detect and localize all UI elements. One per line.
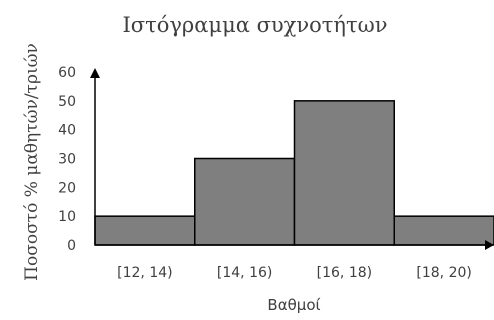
y-tick-label: 40 — [58, 123, 76, 139]
y-axis-label: Ποσοστό % μαθητών/τριών — [22, 43, 42, 281]
y-tick-label: 0 — [67, 238, 76, 254]
bars-group — [94, 100, 494, 246]
x-tick-label: [18, 20) — [416, 265, 471, 281]
y-tick-label: 10 — [58, 209, 76, 225]
y-tick-label: 20 — [58, 180, 76, 196]
bar-1 — [194, 157, 296, 246]
bar-3 — [393, 215, 494, 246]
x-axis-label: Βαθμοί — [267, 296, 320, 314]
bar-2 — [293, 100, 395, 246]
y-ticks-group: 0 10 20 30 40 50 60 — [58, 65, 76, 254]
bar-0 — [94, 215, 196, 246]
x-tick-label: [12, 14) — [117, 265, 172, 281]
x-tick-label: [14, 16) — [217, 265, 272, 281]
chart-title: Ιστόγραμμα συχνοτήτων — [122, 13, 387, 37]
x-axis-arrow — [485, 240, 494, 250]
y-tick-label: 50 — [58, 94, 76, 110]
x-ticks-group: [12, 14) [14, 16) [16, 18) [18, 20) — [117, 265, 472, 281]
y-tick-label: 60 — [58, 65, 76, 81]
axes-group — [90, 68, 494, 250]
y-axis-arrow — [90, 68, 100, 78]
y-tick-label: 30 — [58, 152, 76, 168]
x-tick-label: [16, 18) — [317, 265, 372, 281]
